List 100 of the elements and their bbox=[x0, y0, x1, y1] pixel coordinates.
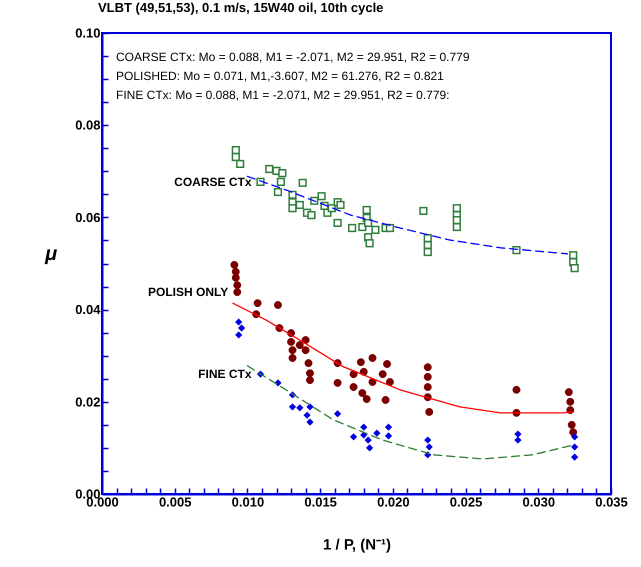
point bbox=[452, 222, 461, 232]
point bbox=[424, 363, 432, 372]
point bbox=[233, 281, 242, 290]
point bbox=[368, 354, 376, 362]
point bbox=[350, 433, 358, 440]
annotation: POLISHED: Mo = 0.071, M1,-3.607, M2 = 61.276, R2 = 0.821 bbox=[116, 69, 444, 83]
x-tick-label: 0.035 bbox=[595, 494, 628, 510]
point bbox=[514, 436, 522, 444]
point bbox=[452, 204, 461, 212]
point bbox=[571, 443, 578, 451]
point bbox=[235, 331, 242, 339]
point bbox=[296, 404, 304, 412]
point bbox=[288, 204, 297, 212]
point bbox=[424, 248, 432, 256]
series-label: COARSE CTx bbox=[174, 174, 252, 189]
point bbox=[358, 389, 366, 397]
point bbox=[306, 376, 314, 384]
point bbox=[386, 224, 394, 232]
x-tick-label: 0.010 bbox=[232, 494, 264, 510]
point bbox=[296, 200, 304, 210]
point bbox=[334, 378, 342, 387]
point bbox=[278, 169, 286, 178]
y-axis-title: μ bbox=[44, 243, 58, 265]
point bbox=[298, 178, 307, 187]
series-label: POLISH ONLY bbox=[148, 285, 228, 300]
point bbox=[384, 424, 392, 431]
point bbox=[274, 301, 282, 309]
point bbox=[368, 378, 376, 386]
point bbox=[360, 424, 368, 431]
point bbox=[274, 188, 282, 196]
point bbox=[336, 200, 345, 210]
point bbox=[232, 152, 240, 162]
point bbox=[364, 436, 372, 444]
point bbox=[386, 378, 394, 386]
point bbox=[333, 218, 342, 228]
point bbox=[265, 164, 274, 174]
point bbox=[235, 318, 242, 326]
y-tick-label: 0.06 bbox=[75, 210, 100, 225]
point bbox=[382, 396, 390, 404]
point bbox=[512, 386, 520, 394]
point bbox=[419, 206, 428, 216]
series-label: FINE CTx bbox=[198, 367, 252, 382]
point bbox=[425, 408, 434, 416]
point bbox=[230, 260, 238, 269]
point bbox=[384, 432, 392, 440]
point bbox=[288, 346, 296, 354]
point bbox=[569, 251, 578, 260]
point bbox=[288, 403, 296, 410]
point bbox=[328, 204, 336, 212]
point bbox=[232, 274, 240, 282]
point bbox=[276, 178, 285, 186]
x-tick-label: 0.025 bbox=[450, 494, 482, 510]
point bbox=[364, 218, 372, 228]
point bbox=[564, 388, 573, 396]
point bbox=[306, 418, 314, 426]
point bbox=[348, 224, 356, 232]
point bbox=[571, 454, 578, 461]
x-tick-label: 0.005 bbox=[158, 494, 192, 510]
point bbox=[424, 436, 432, 444]
point bbox=[254, 299, 262, 308]
annotation: COARSE CTx: Mo = 0.088, M1 = -2.071, M2 = 29.951, R2 = 0.779 bbox=[116, 50, 470, 64]
point bbox=[356, 358, 365, 366]
x-tick-label: 0.030 bbox=[522, 494, 556, 510]
point bbox=[296, 341, 304, 350]
point bbox=[362, 206, 371, 214]
point bbox=[232, 146, 240, 154]
point bbox=[303, 412, 311, 419]
point bbox=[371, 226, 380, 234]
chart-title: VLBT (49,51,53), 0.1 m/s, 15W40 oil, 10th cycle bbox=[98, 0, 384, 15]
point bbox=[566, 398, 574, 406]
y-tick-label: 0.08 bbox=[75, 118, 100, 133]
point bbox=[304, 359, 312, 368]
point bbox=[306, 403, 314, 410]
y-tick-label: 0.04 bbox=[75, 302, 102, 318]
point bbox=[424, 383, 432, 391]
annotation: FINE CTx: Mo = 0.088, M1 = -2.071, M2 = 29.951, R2 = 0.779: bbox=[116, 88, 450, 102]
point bbox=[426, 443, 433, 451]
point bbox=[307, 210, 316, 220]
point bbox=[571, 433, 578, 440]
point bbox=[373, 430, 380, 437]
point bbox=[238, 324, 246, 332]
y-tick-label: 0.10 bbox=[75, 26, 100, 40]
point bbox=[306, 369, 314, 378]
x-tick-label: 0.015 bbox=[304, 494, 337, 510]
point bbox=[378, 370, 387, 378]
point bbox=[514, 430, 522, 438]
point bbox=[288, 354, 296, 362]
point bbox=[365, 239, 374, 248]
point bbox=[233, 288, 242, 296]
point bbox=[317, 192, 326, 200]
x-axis-title: 1 / P, (N⁻¹) bbox=[322, 536, 392, 554]
point bbox=[334, 410, 342, 418]
point bbox=[350, 383, 358, 391]
point bbox=[452, 216, 461, 224]
point bbox=[366, 444, 374, 452]
x-tick-label: 0.020 bbox=[377, 494, 410, 510]
point bbox=[570, 264, 579, 272]
point bbox=[383, 360, 391, 368]
point bbox=[362, 395, 371, 403]
point bbox=[302, 346, 310, 354]
